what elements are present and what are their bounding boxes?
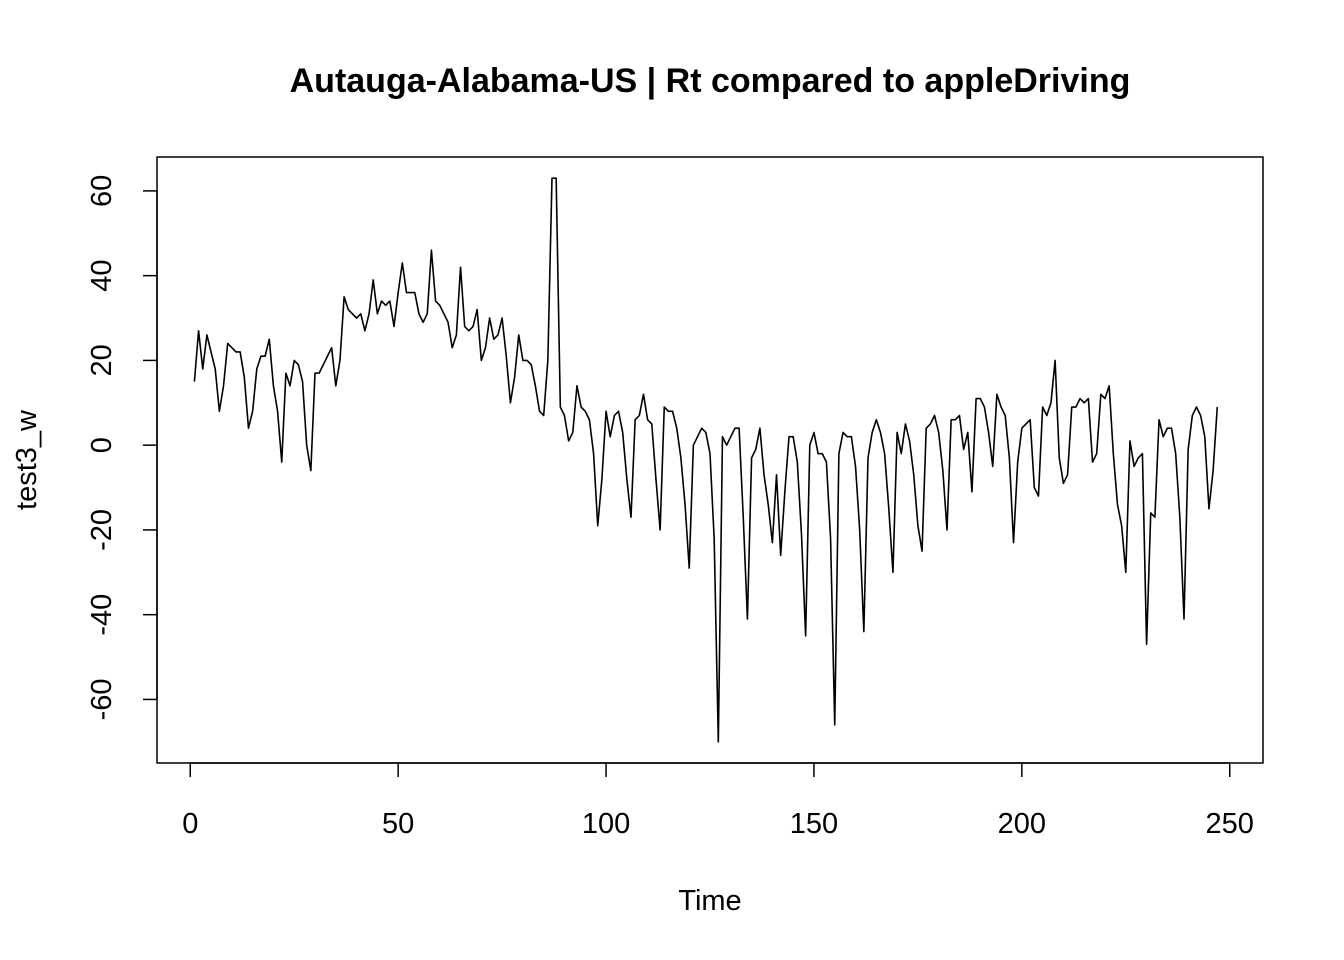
y-tick-label: 40 [86, 260, 118, 292]
y-tick-label: 60 [86, 175, 118, 207]
x-tick-label: 50 [382, 808, 414, 840]
y-tick-label: -40 [86, 594, 118, 636]
x-tick-label: 200 [998, 808, 1046, 840]
y-axis: -60 -40 -20 0 20 40 60 [86, 175, 158, 720]
x-tick-label: 0 [182, 808, 198, 840]
chart-title: Autauga-Alabama-US | Rt compared to appl… [290, 62, 1131, 100]
y-axis-label: test3_w [11, 409, 43, 510]
x-tick-label: 150 [790, 808, 838, 840]
x-tick-label: 100 [582, 808, 630, 840]
x-tick-label: 250 [1206, 808, 1254, 840]
x-axis-label: Time [678, 885, 741, 917]
x-axis: 0 50 100 150 200 250 [182, 762, 1254, 840]
series-line [193, 177, 1219, 743]
y-tick-label: -20 [86, 509, 118, 551]
y-tick-label: -60 [86, 678, 118, 720]
y-tick-label: 0 [86, 437, 118, 453]
y-tick-label: 20 [86, 344, 118, 376]
